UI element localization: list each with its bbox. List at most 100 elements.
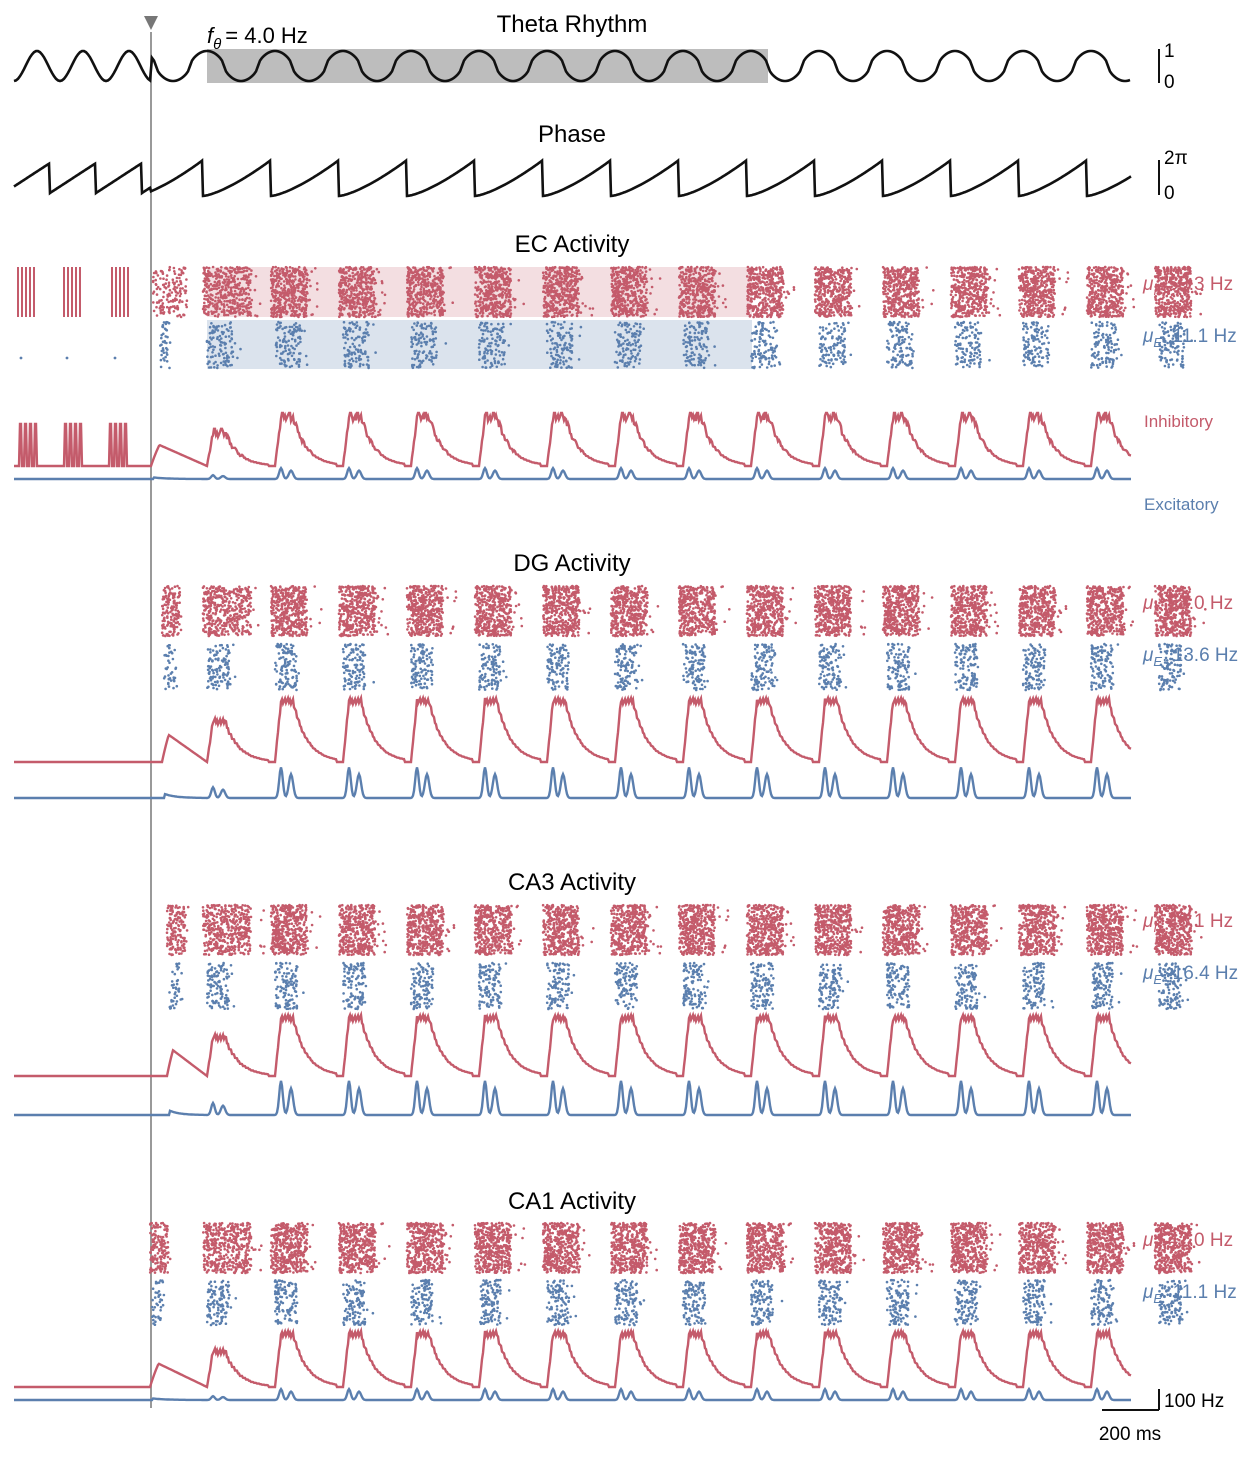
spike <box>489 345 492 348</box>
spike <box>343 321 346 324</box>
spike <box>370 282 373 285</box>
spike <box>155 271 158 274</box>
spike <box>352 360 355 363</box>
spike <box>292 283 295 286</box>
spike <box>415 332 418 335</box>
spike <box>553 287 556 290</box>
spike <box>414 270 417 273</box>
spike <box>578 273 581 276</box>
spike <box>416 270 419 273</box>
spike <box>287 288 290 291</box>
spike <box>369 274 372 277</box>
spike <box>426 303 429 306</box>
spike <box>285 266 288 269</box>
spike <box>238 284 241 287</box>
spike <box>433 275 436 278</box>
spike <box>272 289 275 292</box>
spike <box>481 315 484 318</box>
spike <box>310 270 313 273</box>
spike <box>274 291 277 294</box>
spike <box>274 266 277 269</box>
spike <box>155 283 158 286</box>
spike <box>365 300 368 303</box>
spike <box>418 337 421 340</box>
phase-ytick-top: 2π <box>1164 148 1188 169</box>
spike <box>289 266 292 269</box>
spike <box>366 285 369 288</box>
spike <box>162 284 165 287</box>
spike <box>562 281 565 284</box>
spike <box>275 294 278 297</box>
spike <box>490 342 493 345</box>
spike <box>568 294 571 297</box>
spike <box>370 286 373 289</box>
spike <box>498 283 501 286</box>
spike <box>439 294 442 297</box>
spike <box>229 322 232 325</box>
spike <box>581 302 584 305</box>
spike <box>506 294 509 297</box>
spike <box>308 279 311 282</box>
spike <box>430 327 433 330</box>
spike <box>501 304 504 307</box>
spike <box>577 306 580 309</box>
spike <box>550 309 553 312</box>
spike <box>417 354 420 357</box>
spike <box>418 274 421 277</box>
spike <box>214 274 217 277</box>
spike <box>438 267 441 270</box>
spike <box>273 300 276 303</box>
spike <box>180 281 183 284</box>
spike <box>175 298 178 301</box>
spike <box>159 277 162 280</box>
spike <box>430 267 433 270</box>
spike <box>162 333 165 336</box>
spike <box>223 310 226 313</box>
spike <box>357 350 360 353</box>
spike <box>408 276 411 279</box>
spike <box>205 278 208 281</box>
spike <box>208 280 211 283</box>
spike <box>543 286 546 289</box>
spike <box>366 288 369 291</box>
spike <box>559 269 562 272</box>
spike <box>552 266 555 269</box>
spike <box>347 349 350 352</box>
spike <box>208 347 211 350</box>
spike <box>162 308 165 311</box>
spike <box>589 307 592 310</box>
spike <box>274 289 277 292</box>
spike <box>359 291 362 294</box>
spike <box>406 291 409 294</box>
spike <box>501 351 504 354</box>
spike <box>422 293 425 296</box>
spike <box>503 363 506 366</box>
spike <box>574 296 577 299</box>
spike <box>304 303 307 306</box>
spike <box>353 303 356 306</box>
spike <box>498 280 501 283</box>
spike <box>220 266 223 269</box>
spike <box>283 302 286 305</box>
spike <box>210 310 213 313</box>
spike <box>496 309 499 312</box>
spike <box>277 305 280 308</box>
spike <box>273 311 276 314</box>
spike <box>341 313 344 316</box>
spike <box>569 311 572 314</box>
spike <box>491 288 494 291</box>
spike <box>411 326 414 329</box>
spike <box>563 267 566 270</box>
spike <box>277 321 280 324</box>
spike <box>487 349 490 352</box>
spike <box>376 268 379 271</box>
spike <box>236 357 239 360</box>
spike <box>66 357 69 360</box>
spike <box>422 351 425 354</box>
spike <box>426 292 429 295</box>
spike <box>215 327 218 330</box>
spike <box>169 341 172 344</box>
spike <box>350 279 353 282</box>
spike <box>429 350 432 353</box>
spike <box>284 326 287 329</box>
